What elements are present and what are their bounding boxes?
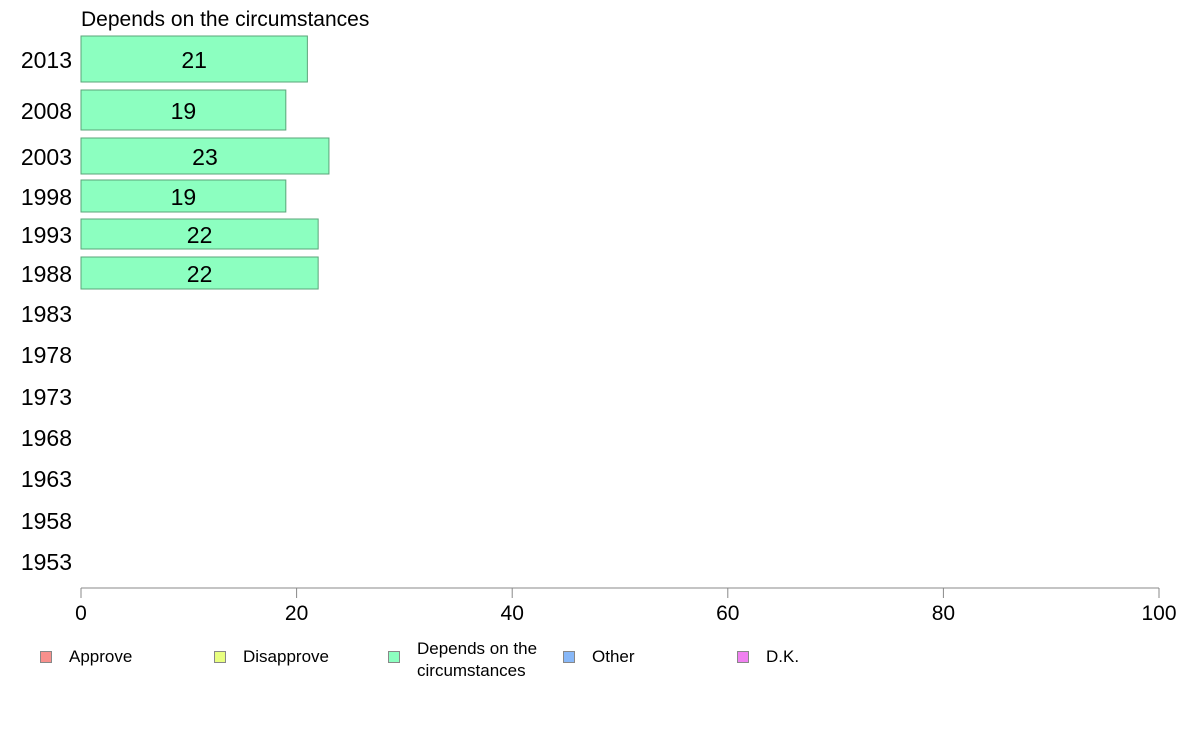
y-tick-label-1958: 1958 <box>21 508 72 534</box>
data-label-1988: 22 <box>187 261 213 287</box>
legend-label-depends: Depends on the circumstances <box>417 639 538 680</box>
x-tick-label-40: 40 <box>501 602 524 625</box>
data-label-2013: 21 <box>181 47 207 73</box>
bar-2013 <box>80 35 308 83</box>
bar-2003 <box>80 137 330 175</box>
bar-2008 <box>80 89 287 131</box>
legend-swatch-dk <box>737 651 749 663</box>
y-tick-label-1953: 1953 <box>21 549 72 575</box>
y-tick-label-1983: 1983 <box>21 301 72 327</box>
legend-label-other: Other <box>592 647 635 666</box>
y-tick-label-1963: 1963 <box>21 466 72 492</box>
y-tick-label-1968: 1968 <box>21 425 72 451</box>
x-tick-label-20: 20 <box>285 602 308 625</box>
x-tick-label-0: 0 <box>75 602 87 625</box>
y-tick-label-1978: 1978 <box>21 342 72 368</box>
data-label-2003: 23 <box>192 144 218 170</box>
legend-item-approve: Approve <box>40 638 219 668</box>
legend-label-disapprove: Disapprove <box>243 647 329 666</box>
x-tick-label-100: 100 <box>1141 602 1176 625</box>
x-tick-label-80: 80 <box>932 602 955 625</box>
x-tick-label-60: 60 <box>716 602 739 625</box>
data-label-2008: 19 <box>171 98 197 124</box>
legend-swatch-depends <box>388 651 400 663</box>
legend-item-disapprove: Disapprove <box>214 638 393 668</box>
legend-swatch-other <box>563 651 575 663</box>
legend-item-depends: Depends on the circumstances <box>388 638 557 682</box>
data-label-1993: 22 <box>187 222 213 248</box>
y-tick-label-1998: 1998 <box>21 184 72 210</box>
legend-item-dk: D.K. <box>737 638 916 668</box>
legend-label-dk: D.K. <box>766 647 800 666</box>
bar-1988 <box>80 256 319 290</box>
y-tick-label-1973: 1973 <box>21 384 72 410</box>
y-tick-label-2013: 2013 <box>21 47 72 73</box>
y-tick-label-2003: 2003 <box>21 144 72 170</box>
legend-swatch-disapprove <box>214 651 226 663</box>
legend-label-approve: Approve <box>69 647 133 666</box>
y-tick-label-2008: 2008 <box>21 98 72 124</box>
bar-1998 <box>80 179 287 213</box>
chart-title: Depends on the circumstances <box>81 8 369 31</box>
legend-swatch-approve <box>40 651 52 663</box>
bar-1993 <box>80 218 319 250</box>
y-tick-label-1988: 1988 <box>21 261 72 287</box>
legend: Approve Disapprove Depends on the circum… <box>0 638 1188 698</box>
data-label-1998: 19 <box>171 184 197 210</box>
y-tick-label-1993: 1993 <box>21 222 72 248</box>
legend-item-other: Other <box>563 638 742 668</box>
